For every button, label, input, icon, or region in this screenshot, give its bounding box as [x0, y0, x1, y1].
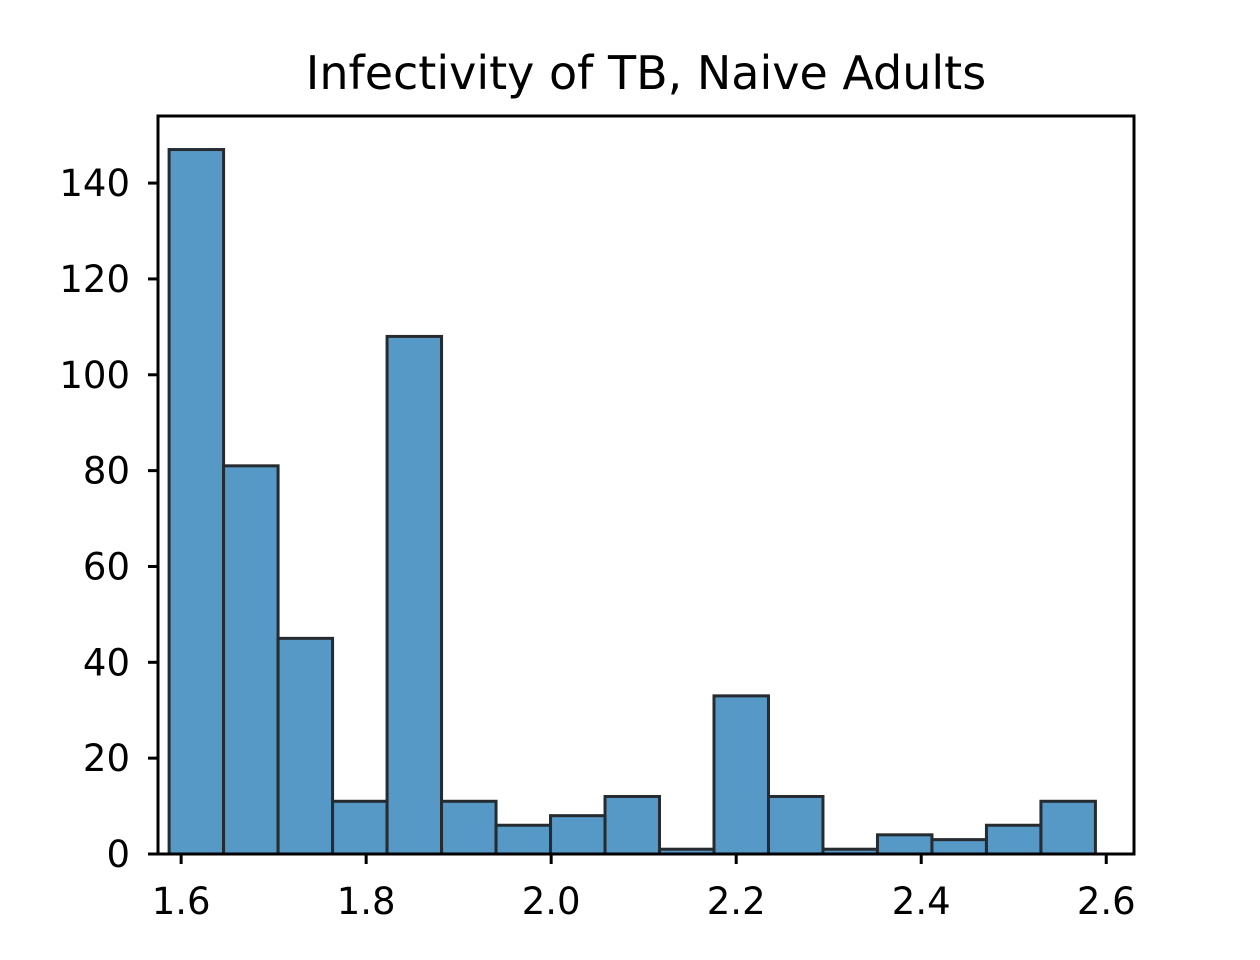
y-axis-ticks: 0 20 40 60 80 100 120 140: [59, 162, 158, 876]
y-tick-label: 100: [59, 354, 130, 397]
y-tick-label: 20: [83, 737, 130, 780]
y-tick-label: 40: [83, 641, 130, 684]
y-tick-label: 140: [59, 162, 130, 205]
histogram-bar: [549, 814, 607, 856]
histogram-bar: [276, 636, 335, 856]
histogram-bar: [930, 838, 988, 856]
y-tick-label: 60: [83, 545, 130, 588]
chart-title: Infectivity of TB, Naive Adults: [306, 46, 986, 100]
plot-frame: [156, 114, 1136, 856]
x-axis-ticks: 1.6 1.8 2.0 2.2 2.4 2.6: [152, 854, 1136, 923]
y-tick-label: 80: [83, 450, 130, 493]
x-tick-label: 2.0: [522, 880, 581, 923]
histogram-bar: [712, 694, 770, 856]
histogram-bar: [875, 833, 934, 856]
histogram-bar: [1039, 799, 1097, 856]
bars-layer: [167, 148, 1097, 856]
histogram-bar: [385, 334, 444, 856]
histogram-bar: [222, 464, 280, 856]
y-tick-label: 0: [106, 833, 130, 876]
histogram-bar: [331, 799, 389, 856]
histogram-bar: [440, 799, 498, 856]
x-tick-label: 1.8: [337, 880, 396, 923]
histogram-bar: [603, 794, 662, 856]
x-tick-label: 2.6: [1077, 880, 1136, 923]
y-tick-label: 120: [59, 258, 130, 301]
histogram-bar: [984, 823, 1043, 856]
histogram-bar: [766, 794, 825, 856]
histogram-bar: [494, 823, 553, 856]
histogram-bar: [167, 148, 226, 856]
x-tick-label: 1.6: [152, 880, 211, 923]
x-tick-label: 2.4: [892, 880, 951, 923]
x-tick-label: 2.2: [707, 880, 766, 923]
